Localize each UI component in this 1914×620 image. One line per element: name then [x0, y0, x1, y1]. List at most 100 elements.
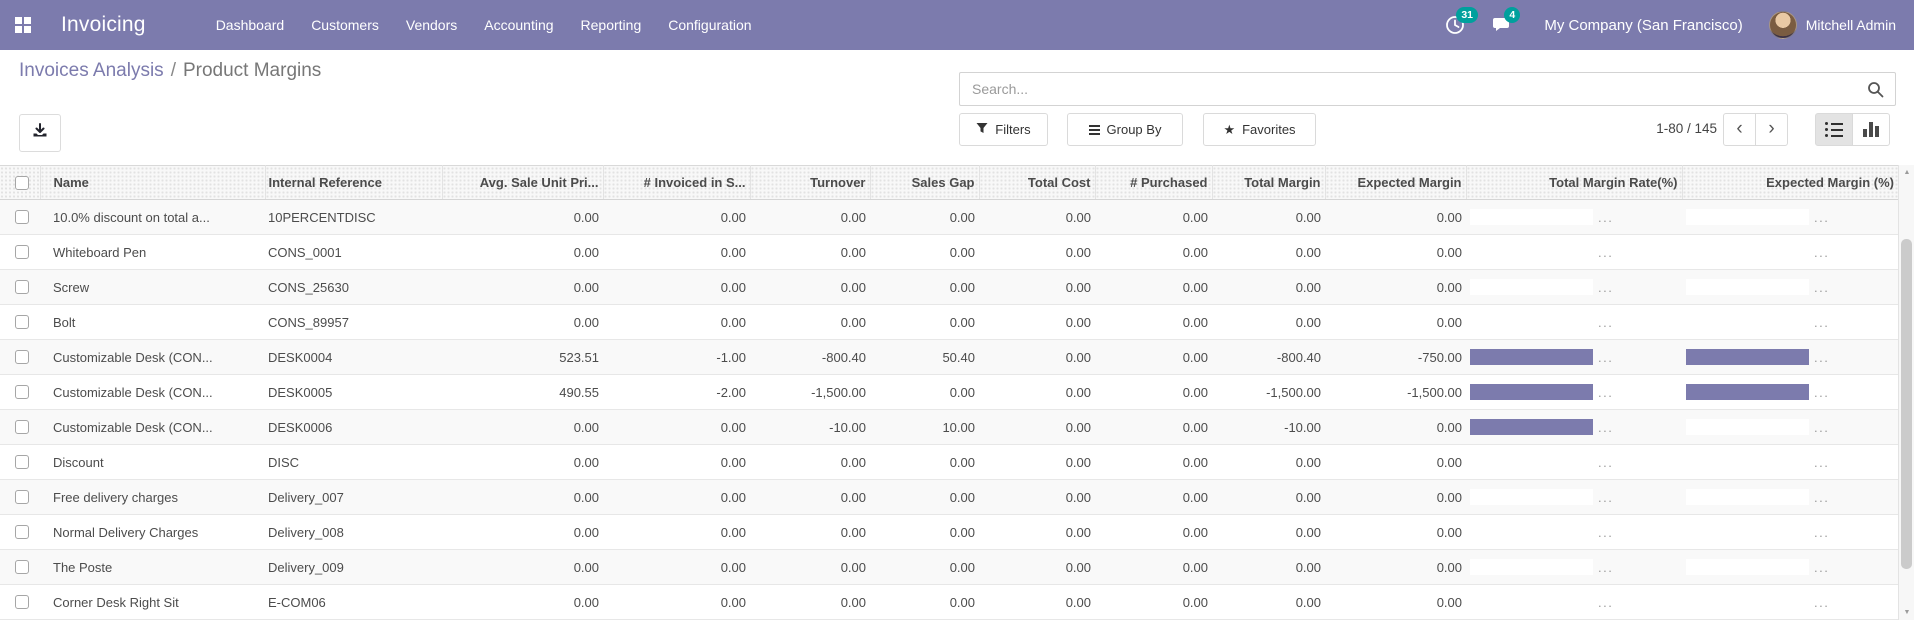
table-row[interactable]: Screw CONS_25630 0.00 0.00 0.00 0.00 0.00 0.00 0… — [0, 269, 1898, 305]
column-header-total-margin-rate[interactable]: Total Margin Rate(%) — [1466, 165, 1683, 200]
table-row[interactable]: Whiteboard Pen CONS_0001 0.00 0.00 0.00 0.00 0… — [0, 234, 1898, 270]
nav-item-vendors[interactable]: Vendors — [405, 17, 458, 33]
row-checkbox[interactable] — [15, 560, 29, 574]
cell-name: Bolt — [40, 304, 265, 340]
cell-value: 490.55 — [442, 374, 603, 410]
search-icon[interactable] — [1867, 81, 1884, 98]
group-by-button[interactable]: Group By — [1067, 113, 1183, 146]
user-avatar[interactable] — [1768, 11, 1797, 39]
row-checkbox[interactable] — [15, 385, 29, 399]
column-header-invoiced-in-s[interactable]: # Invoiced in S... — [603, 165, 751, 200]
row-checkbox[interactable] — [15, 245, 29, 259]
cell-internal-reference: CONS_0001 — [265, 234, 442, 270]
nav-item-reporting[interactable]: Reporting — [580, 17, 642, 33]
nav-item-customers[interactable]: Customers — [311, 17, 379, 33]
cell-internal-reference: DESK0004 — [265, 339, 442, 375]
navbar-right: 31 4 My Company (San Francisco) Mitchell… — [1420, 7, 1896, 39]
bar-value-ellipsis: ... — [1598, 314, 1614, 330]
cell-value: 0.00 — [1095, 549, 1212, 585]
row-checkbox[interactable] — [15, 490, 29, 504]
table-row[interactable]: 10.0% discount on total a... 10PERCENTDIS… — [0, 199, 1898, 235]
bar-value-ellipsis: ... — [1814, 349, 1830, 365]
bar-value-ellipsis: ... — [1814, 384, 1830, 400]
pager-next-button[interactable]: › — [1755, 113, 1788, 146]
cell-value: 0.00 — [1212, 199, 1325, 235]
progress-bar-cell: ... — [1466, 514, 1682, 550]
filters-button[interactable]: Filters — [959, 113, 1048, 146]
row-checkbox[interactable] — [15, 455, 29, 469]
progress-bar-track — [1686, 279, 1809, 296]
select-all-checkbox[interactable] — [15, 175, 29, 190]
chart-view-button[interactable] — [1852, 113, 1890, 146]
activity-clock-icon — [1444, 16, 1466, 39]
row-checkbox[interactable] — [15, 420, 29, 434]
progress-bar-track — [1686, 314, 1809, 331]
nav-item-configuration[interactable]: Configuration — [668, 17, 752, 33]
column-header-sales-gap[interactable]: Sales Gap — [870, 165, 980, 200]
table-row[interactable]: The Poste Delivery_009 0.00 0.00 0.00 0.00 0.0… — [0, 549, 1898, 585]
table-row[interactable]: Customizable Desk (CON... DESK0006 0.00 0.0… — [0, 409, 1898, 445]
row-checkbox[interactable] — [15, 350, 29, 364]
table-row[interactable]: Free delivery charges Delivery_007 0.00 0.0… — [0, 479, 1898, 515]
progress-bar-track — [1686, 524, 1809, 541]
scrollbar-thumb[interactable] — [1901, 239, 1912, 569]
bar-value-ellipsis: ... — [1814, 524, 1830, 540]
row-checkbox[interactable] — [15, 280, 29, 294]
cell-value: -1,500.00 — [1325, 374, 1466, 410]
column-header-total-cost[interactable]: Total Cost — [979, 165, 1096, 200]
cell-value: -800.40 — [750, 339, 870, 375]
cell-value: 0.00 — [979, 304, 1095, 340]
table-row[interactable]: Customizable Desk (CON... DESK0004 523.51-… — [0, 339, 1898, 375]
messages-button[interactable]: 4 — [1492, 7, 1521, 37]
row-checkbox[interactable] — [15, 525, 29, 539]
progress-bar-cell: ... — [1466, 234, 1682, 270]
scroll-up-arrow-icon[interactable]: ▲ — [1903, 169, 1911, 176]
cell-internal-reference: CONS_25630 — [265, 269, 442, 305]
table-row[interactable]: Normal Delivery Charges Delivery_008 0.00 0… — [0, 514, 1898, 550]
cell-value: 0.00 — [1212, 444, 1325, 480]
table-row[interactable]: Customizable Desk (CON... DESK0005 490.55-… — [0, 374, 1898, 410]
nav-item-accounting[interactable]: Accounting — [484, 17, 554, 33]
user-menu[interactable]: Mitchell Admin — [1805, 17, 1896, 33]
scroll-down-arrow-icon[interactable]: ▼ — [1903, 609, 1911, 616]
app-name[interactable]: Invoicing — [61, 13, 146, 36]
progress-bar-track — [1470, 244, 1593, 261]
list-view-button[interactable] — [1815, 113, 1853, 146]
table-row[interactable]: Bolt CONS_89957 0.00 0.00 0.00 0.00 0.00 0.00 0.… — [0, 304, 1898, 340]
row-checkbox[interactable] — [15, 210, 29, 224]
column-header-expected-margin[interactable]: Expected Margin — [1325, 165, 1467, 200]
breadcrumb-parent-link[interactable]: Invoices Analysis — [19, 60, 164, 81]
pager-previous-button[interactable]: ‹ — [1723, 113, 1756, 146]
company-switcher[interactable]: My Company (San Francisco) — [1544, 16, 1743, 34]
cell-value: 0.00 — [750, 269, 870, 305]
export-download-button[interactable] — [19, 114, 61, 152]
vertical-scrollbar[interactable]: ▲ ▼ — [1898, 165, 1914, 620]
column-header-internal-reference[interactable]: Internal Reference — [265, 165, 443, 200]
column-header-avg-sale-unit-pri[interactable]: Avg. Sale Unit Pri... — [442, 165, 604, 200]
cell-value: -2.00 — [603, 374, 750, 410]
activities-button[interactable]: 31 — [1444, 7, 1479, 39]
cell-value: 0.00 — [1095, 444, 1212, 480]
favorites-button[interactable]: ★ Favorites — [1203, 113, 1316, 146]
pager-range: 1-80 / 145 — [1656, 121, 1717, 136]
bar-value-ellipsis: ... — [1814, 454, 1830, 470]
cell-value: 0.00 — [442, 549, 603, 585]
cell-value: 0.00 — [1095, 374, 1212, 410]
search-input[interactable] — [960, 81, 1867, 97]
cell-internal-reference: 10PERCENTDISC — [265, 199, 442, 235]
apps-grid-icon[interactable] — [15, 17, 31, 33]
column-header-name[interactable]: Name — [40, 165, 266, 200]
table-row[interactable]: Discount DISC 0.00 0.00 0.00 0.00 0.00 0.00 0.00… — [0, 444, 1898, 480]
column-header-purchased[interactable]: # Purchased — [1095, 165, 1213, 200]
column-header-total-margin[interactable]: Total Margin — [1212, 165, 1326, 200]
cell-name: 10.0% discount on total a... — [40, 199, 265, 235]
row-checkbox[interactable] — [15, 315, 29, 329]
column-header-expected-margin[interactable]: Expected Margin (%) — [1682, 165, 1898, 200]
progress-bar-cell: ... — [1682, 199, 1898, 235]
bar-value-ellipsis: ... — [1598, 559, 1614, 575]
row-checkbox[interactable] — [15, 595, 29, 609]
progress-bar-cell: ... — [1466, 339, 1682, 375]
column-header-turnover[interactable]: Turnover — [750, 165, 871, 200]
table-row[interactable]: Corner Desk Right Sit E-COM06 0.00 0.00 0.00… — [0, 584, 1898, 620]
nav-item-dashboard[interactable]: Dashboard — [215, 17, 285, 33]
